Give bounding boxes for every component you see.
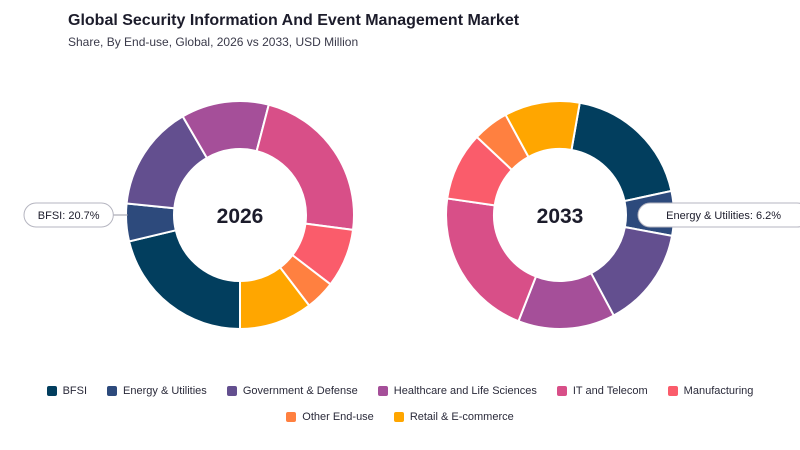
legend-item[interactable]: IT and Telecom <box>556 384 648 398</box>
legend-swatch <box>393 412 404 422</box>
legend-item[interactable]: Other End-use <box>286 410 374 424</box>
legend-label: Retail & E-commerce <box>409 411 514 423</box>
chart-subtitle: Share, By End-use, Global, 2026 vs 2033,… <box>68 35 359 49</box>
slice-2026-retail-e-commerce[interactable] <box>239 266 311 331</box>
legend-swatch <box>226 386 237 396</box>
legend: BFSI Energy & Utilities Government & Defen… <box>0 384 800 424</box>
slice-2033-it-and-telecom[interactable] <box>445 197 538 323</box>
legend-label: Government & Defense <box>242 385 358 397</box>
callout-pill <box>23 202 114 228</box>
legend-label: Energy & Utilities <box>123 385 207 397</box>
legend-label: IT and Telecom <box>572 385 648 397</box>
legend-label: Manufacturing <box>683 385 754 397</box>
legend-swatch <box>667 386 678 396</box>
legend-label: BFSI <box>62 385 88 397</box>
donut-2026 <box>125 100 355 331</box>
legend-item[interactable]: Manufacturing <box>667 384 754 398</box>
chart-title: Global Security Information And Event Ma… <box>68 12 520 29</box>
legend-swatch <box>286 412 297 422</box>
slice-2026-bfsi[interactable] <box>127 229 241 331</box>
donut-center-label: 2033 <box>537 205 584 228</box>
legend-swatch <box>46 386 57 396</box>
legend-swatch <box>556 386 567 396</box>
legend-item[interactable]: Energy & Utilities <box>107 384 207 398</box>
donut-center-label: 2026 <box>217 205 264 228</box>
slice-2033-retail-e-commerce[interactable] <box>504 100 581 159</box>
slice-2033-bfsi[interactable] <box>570 101 673 203</box>
legend-swatch <box>377 386 388 396</box>
legend-item[interactable]: Healthcare and Life Sciences <box>377 384 537 398</box>
slice-2026-it-and-telecom[interactable] <box>255 103 355 231</box>
legend-item[interactable]: Government & Defense <box>226 384 358 398</box>
legend-item[interactable]: BFSI <box>46 384 88 398</box>
legend-label: Healthcare and Life Sciences <box>393 385 537 397</box>
callout-label: Energy & Utilities: 6.2% <box>666 210 781 222</box>
callout-label: BFSI: 20.7% <box>38 210 100 222</box>
legend-item[interactable]: Retail & E-commerce <box>393 410 514 424</box>
callout-pill <box>637 202 800 228</box>
legend-label: Other End-use <box>302 411 374 423</box>
legend-swatch <box>107 386 118 396</box>
